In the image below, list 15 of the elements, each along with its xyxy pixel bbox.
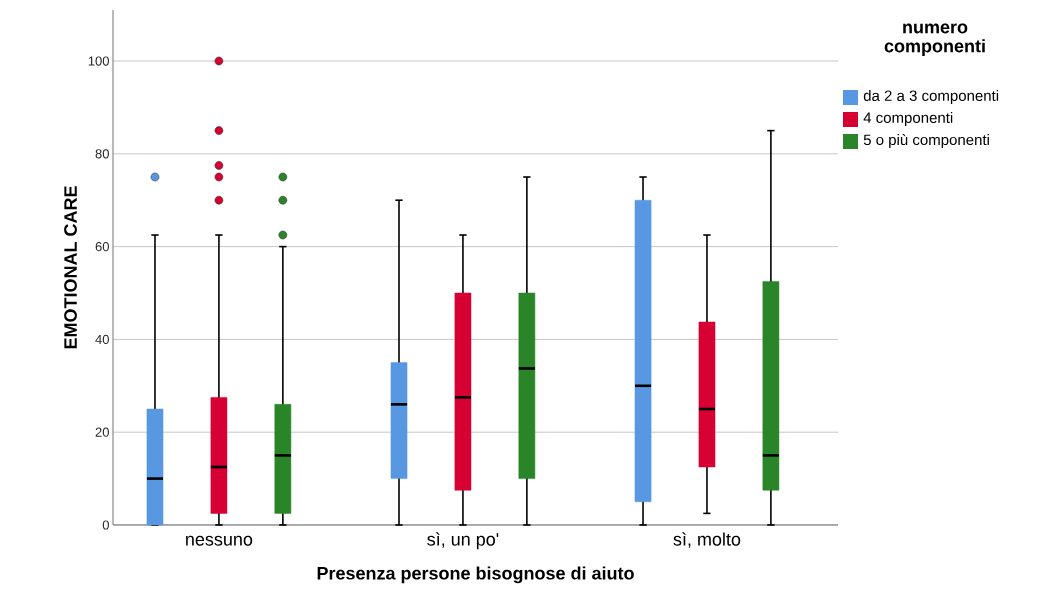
legend-label: da 2 a 3 componenti <box>863 90 999 104</box>
x-tick-label: nessuno <box>186 535 253 546</box>
legend-title: numero componenti <box>884 23 985 56</box>
legend-label: 4 componenti <box>863 112 953 126</box>
x-tick-label: sì, un po' <box>427 532 499 550</box>
y-tick-label: 60 <box>95 242 109 252</box>
x-tick-label: sì, molto <box>673 532 741 548</box>
y-axis-title: EMOTIONAL CARE <box>64 186 77 349</box>
y-tick-label: 40 <box>95 334 109 344</box>
legend-label: 5 o più componenti <box>863 133 989 149</box>
x-axis-title: Presenza persone bisognose di aiuto <box>317 566 634 584</box>
y-tick-label: 80 <box>95 149 109 159</box>
y-tick-label: 0 <box>102 520 109 530</box>
y-tick-label: 100 <box>88 56 109 66</box>
y-tick-label: 20 <box>95 427 109 437</box>
